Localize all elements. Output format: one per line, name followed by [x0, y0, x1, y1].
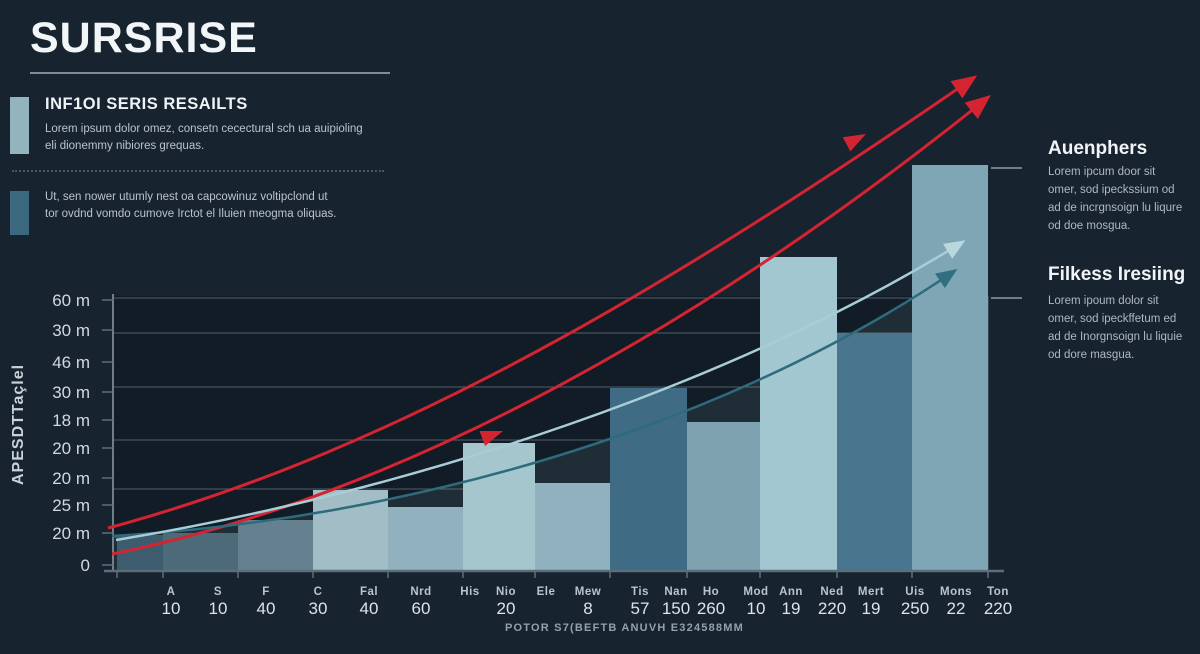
legend-swatch-dark	[10, 191, 29, 235]
dotted-divider	[12, 170, 384, 172]
bar	[313, 490, 388, 571]
x-value-label: 220	[984, 599, 1012, 618]
legend-swatch-light	[10, 97, 29, 154]
bar	[837, 333, 912, 571]
x-value-label: 20	[497, 599, 516, 618]
x-category-label: Nan	[664, 586, 687, 598]
x-category-label: F	[262, 586, 270, 598]
x-value-label: 40	[257, 599, 276, 618]
x-value-label: 30	[309, 599, 328, 618]
x-category-label: S	[214, 586, 222, 598]
y-tick-label: 20 m	[52, 524, 90, 543]
side-section-2-body: Lorem ipoum dolor sit omer, sod ipeckffe…	[1048, 295, 1183, 362]
x-value-label: 250	[901, 599, 929, 618]
bar	[238, 520, 313, 571]
bar	[117, 535, 163, 571]
x-category-label: Nrd	[410, 586, 431, 598]
x-category-label: Mons	[940, 586, 972, 598]
y-tick-label: 20 m	[52, 439, 90, 458]
x-value-label: 60	[412, 599, 431, 618]
x-value-label: 10	[162, 599, 181, 618]
side-section-1-body: Lorem ipcum door sit omer, sod ipeckssiu…	[1048, 166, 1183, 233]
bar	[912, 165, 988, 571]
chart-caption: POTOR S7(BEFTB ANUVH E324588MM	[505, 622, 744, 634]
x-value-label: 22	[947, 599, 966, 618]
x-value-label: 150	[662, 599, 690, 618]
x-value-label: 220	[818, 599, 846, 618]
y-tick-label: 60 m	[52, 291, 90, 310]
trend-teal	[111, 269, 958, 538]
x-category-label: Ele	[537, 586, 556, 598]
x-category-label: Mert	[858, 586, 884, 598]
trend-red-lower	[111, 95, 991, 556]
x-category-label: Uis	[905, 586, 924, 598]
trend-pale	[115, 240, 966, 542]
y-tick-label: 20 m	[52, 469, 90, 488]
legend-body-1: Lorem ipsum dolor omez, consetn cecectur…	[45, 123, 363, 153]
bar	[760, 257, 837, 571]
x-category-label: Nio	[496, 586, 516, 598]
bar	[687, 422, 760, 571]
x-category-label: Ho	[703, 586, 719, 598]
side-section-2-heading: Filkess Iresiing	[1048, 264, 1186, 285]
x-category-label: Fal	[360, 586, 378, 598]
x-category-label: Mod	[743, 586, 768, 598]
x-value-label: 19	[782, 599, 801, 618]
x-value-label: 19	[862, 599, 881, 618]
x-value-label: 260	[697, 599, 725, 618]
x-category-label: A	[167, 586, 176, 598]
y-tick-label: 30 m	[52, 383, 90, 402]
y-tick-label: 0	[81, 556, 90, 575]
x-category-label: His	[460, 586, 479, 598]
bar	[535, 483, 610, 571]
x-category-label: Mew	[575, 586, 601, 598]
x-category-label: Tis	[631, 586, 649, 598]
x-category-label: Ton	[987, 586, 1009, 598]
x-category-label: Ned	[820, 586, 843, 598]
x-value-label: 10	[747, 599, 766, 618]
title-underline	[30, 72, 390, 74]
y-tick-label: 25 m	[52, 496, 90, 515]
page-title: SURSRISE	[30, 14, 258, 62]
x-value-label: 10	[209, 599, 228, 618]
y-tick-label: 30 m	[52, 321, 90, 340]
x-category-label: Ann	[779, 586, 803, 598]
red-arrowhead	[479, 431, 503, 447]
legend-body-2: Ut, sen nower utumly nest oa capcowinuz …	[45, 191, 337, 221]
y-tick-label: 46 m	[52, 353, 90, 372]
bar	[463, 443, 535, 571]
y-axis-title: APESDTTaçlel	[10, 363, 27, 485]
bar	[610, 388, 687, 571]
legend-heading: INF1OI SERIS RESAILTS	[45, 95, 248, 113]
red-arrowhead	[842, 134, 866, 152]
bar	[388, 507, 463, 571]
x-value-label: 8	[583, 599, 592, 618]
x-value-label: 57	[631, 599, 650, 618]
x-category-label: C	[314, 586, 323, 598]
y-tick-label: 18 m	[52, 411, 90, 430]
trend-red-upper	[107, 75, 978, 530]
side-section-1-heading: Auenphers	[1048, 138, 1148, 159]
x-value-label: 40	[360, 599, 379, 618]
